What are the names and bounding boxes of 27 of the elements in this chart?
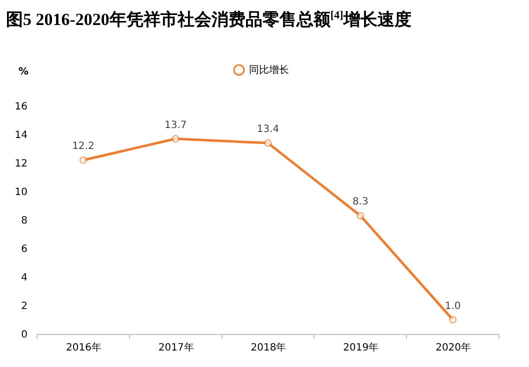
data-label: 13.7 [164, 120, 187, 131]
x-tick-label: 2020年 [436, 342, 472, 354]
point [356, 212, 364, 220]
data-label: 12.2 [72, 141, 94, 152]
chart-title: 图5 2016-2020年凭祥市社会消费品零售总额$^{[4]}$增长速度 [5, 8, 412, 31]
x-tick-label: 2017年 [158, 342, 194, 354]
y-tick-label: 2 [21, 301, 28, 312]
y-tick-label: 4 [21, 272, 28, 284]
y-tick-label: 14 [14, 130, 28, 141]
point [449, 316, 457, 324]
x-tick-label: 2016年 [66, 342, 102, 354]
point [264, 139, 272, 147]
y-axis-title: % [18, 66, 29, 78]
y-tick-label: 16 [14, 102, 28, 112]
point [172, 135, 180, 143]
x-tick-label: 2019年 [343, 342, 379, 354]
point [79, 156, 87, 164]
data-label: 1.0 [444, 300, 461, 312]
data-label: 8.3 [352, 196, 368, 208]
y-tick-label: 0 [21, 330, 28, 340]
y-tick-label: 8 [21, 216, 28, 226]
y-tick-label: 6 [21, 244, 28, 255]
legend-label: 同比增长 [249, 64, 289, 76]
data-label: 13.4 [256, 124, 280, 136]
y-tick-label: 10 [14, 187, 28, 198]
x-tick-label: 2018年 [250, 342, 286, 354]
y-tick-label: 12 [14, 158, 28, 170]
